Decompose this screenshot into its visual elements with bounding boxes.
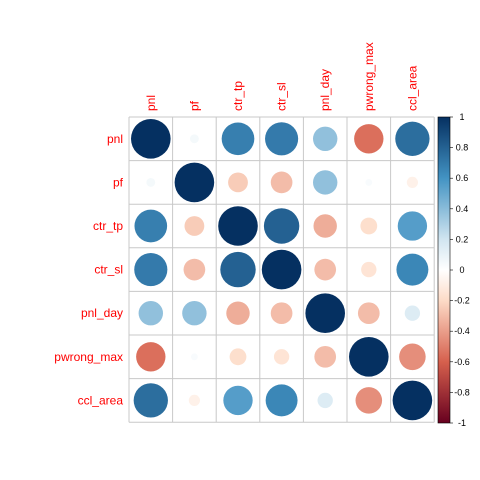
colorbar-tick-label: -0.4 xyxy=(454,326,470,336)
corr-circle-ccl_area-ccl_area xyxy=(392,380,433,421)
col-label-pnl_day: pnl_day xyxy=(318,69,332,111)
corr-circle-ctr_tp-pnl_day xyxy=(313,214,337,238)
corr-circle-ctr_sl-pnl_day xyxy=(314,258,337,281)
corr-circle-ctr_tp-ccl_area xyxy=(397,211,428,241)
corr-circle-ccl_area-pnl_day xyxy=(317,392,333,409)
corr-circle-pf-ctr_sl xyxy=(270,171,293,194)
corr-circle-ctr_sl-ctr_sl xyxy=(261,249,302,290)
corr-circle-ctr_sl-pnl xyxy=(134,253,168,287)
row-label-ccl_area: ccl_area xyxy=(78,393,124,407)
corr-circle-ctr_sl-pf xyxy=(183,258,206,281)
corr-circle-pf-pf xyxy=(174,162,215,203)
corr-circle-ctr_sl-pwrong_max xyxy=(361,261,377,278)
row-label-pnl: pnl xyxy=(107,132,123,146)
corr-circle-pnl-pf xyxy=(189,134,199,144)
corr-circle-ccl_area-pwrong_max xyxy=(355,387,383,414)
colorbar-tick-label: -0.8 xyxy=(454,387,470,397)
col-label-ctr_sl: ctr_sl xyxy=(275,82,289,111)
corr-circle-ctr_tp-pnl xyxy=(134,209,168,243)
corr-circle-pf-pnl_day xyxy=(312,170,338,195)
colorbar-tick-label: -0.2 xyxy=(454,296,470,306)
corr-circle-pwrong_max-ccl_area xyxy=(399,343,426,371)
col-label-pnl: pnl xyxy=(144,95,158,111)
corr-circle-pwrong_max-pnl xyxy=(136,342,166,372)
row-label-pnl_day: pnl_day xyxy=(81,306,123,320)
colorbar-tick-label: 0.8 xyxy=(456,143,469,153)
corr-circle-pnl_day-ctr_tp xyxy=(226,301,250,325)
corr-circle-pf-ccl_area xyxy=(406,176,419,189)
col-label-pf: pf xyxy=(187,100,201,111)
corr-circle-ctr_tp-ctr_tp xyxy=(218,206,258,246)
row-label-ctr_sl: ctr_sl xyxy=(94,263,123,277)
corr-circle-pnl_day-pf xyxy=(182,300,207,326)
corr-circle-pf-pnl xyxy=(146,177,156,187)
row-label-pf: pf xyxy=(113,175,124,189)
colorbar-tick-label: 0.6 xyxy=(456,173,469,183)
corr-circle-pnl-pnl xyxy=(131,119,171,159)
row-label-pwrong_max: pwrong_max xyxy=(54,350,123,364)
col-label-ctr_tp: ctr_tp xyxy=(231,81,245,111)
corr-circle-pnl-ccl_area xyxy=(395,121,430,156)
corr-circle-pnl-ctr_tp xyxy=(221,122,255,156)
corr-circle-ctr_sl-ccl_area xyxy=(396,253,429,286)
colorbar-tick-label: -1 xyxy=(458,418,466,428)
corr-circle-pwrong_max-ctr_tp xyxy=(229,348,247,366)
corr-circle-pf-pwrong_max xyxy=(365,178,373,186)
corr-circle-pnl_day-ccl_area xyxy=(404,305,421,321)
grid-lines xyxy=(128,116,435,423)
corr-circle-pnl_day-pnl_day xyxy=(305,293,346,334)
corr-circle-ccl_area-ctr_sl xyxy=(265,384,298,417)
corr-circle-pnl-pnl_day xyxy=(312,126,338,152)
corr-circle-pf-ctr_tp xyxy=(228,172,248,193)
corr-circle-ctr_tp-ctr_sl xyxy=(263,208,300,244)
col-label-pwrong_max: pwrong_max xyxy=(362,42,376,111)
colorbar xyxy=(437,116,451,424)
corr-circle-ccl_area-pf xyxy=(188,394,201,407)
corr-circle-pnl-ctr_sl xyxy=(265,122,299,156)
corr-circle-pnl-pwrong_max xyxy=(354,124,384,154)
corr-circle-ctr_sl-ctr_tp xyxy=(220,251,256,288)
col-label-ccl_area: ccl_area xyxy=(405,65,419,111)
corr-circle-ctr_tp-pf xyxy=(184,216,205,236)
corr-circle-ccl_area-pnl xyxy=(133,383,168,418)
colorbar-tick-label: 0.2 xyxy=(456,234,469,244)
corr-circle-pnl_day-ctr_sl xyxy=(270,302,293,325)
colorbar-tick-label: -0.6 xyxy=(454,357,470,367)
corr-circle-pwrong_max-ctr_sl xyxy=(273,349,290,365)
colorbar-tick-label: 0 xyxy=(459,265,464,275)
corr-circle-pwrong_max-pf xyxy=(190,353,198,361)
row-label-ctr_tp: ctr_tp xyxy=(93,219,123,233)
colorbar-tick-label: 1 xyxy=(459,112,464,122)
colorbar-tick-label: 0.4 xyxy=(456,204,469,214)
corr-circle-pnl_day-pwrong_max xyxy=(357,302,380,325)
corr-circle-ctr_tp-pwrong_max xyxy=(360,217,378,235)
corr-circle-pwrong_max-pwrong_max xyxy=(349,337,389,377)
corr-circle-ccl_area-ctr_tp xyxy=(223,385,253,416)
corr-circle-pnl_day-pnl xyxy=(138,300,164,326)
corr-circle-pwrong_max-pnl_day xyxy=(314,345,337,368)
